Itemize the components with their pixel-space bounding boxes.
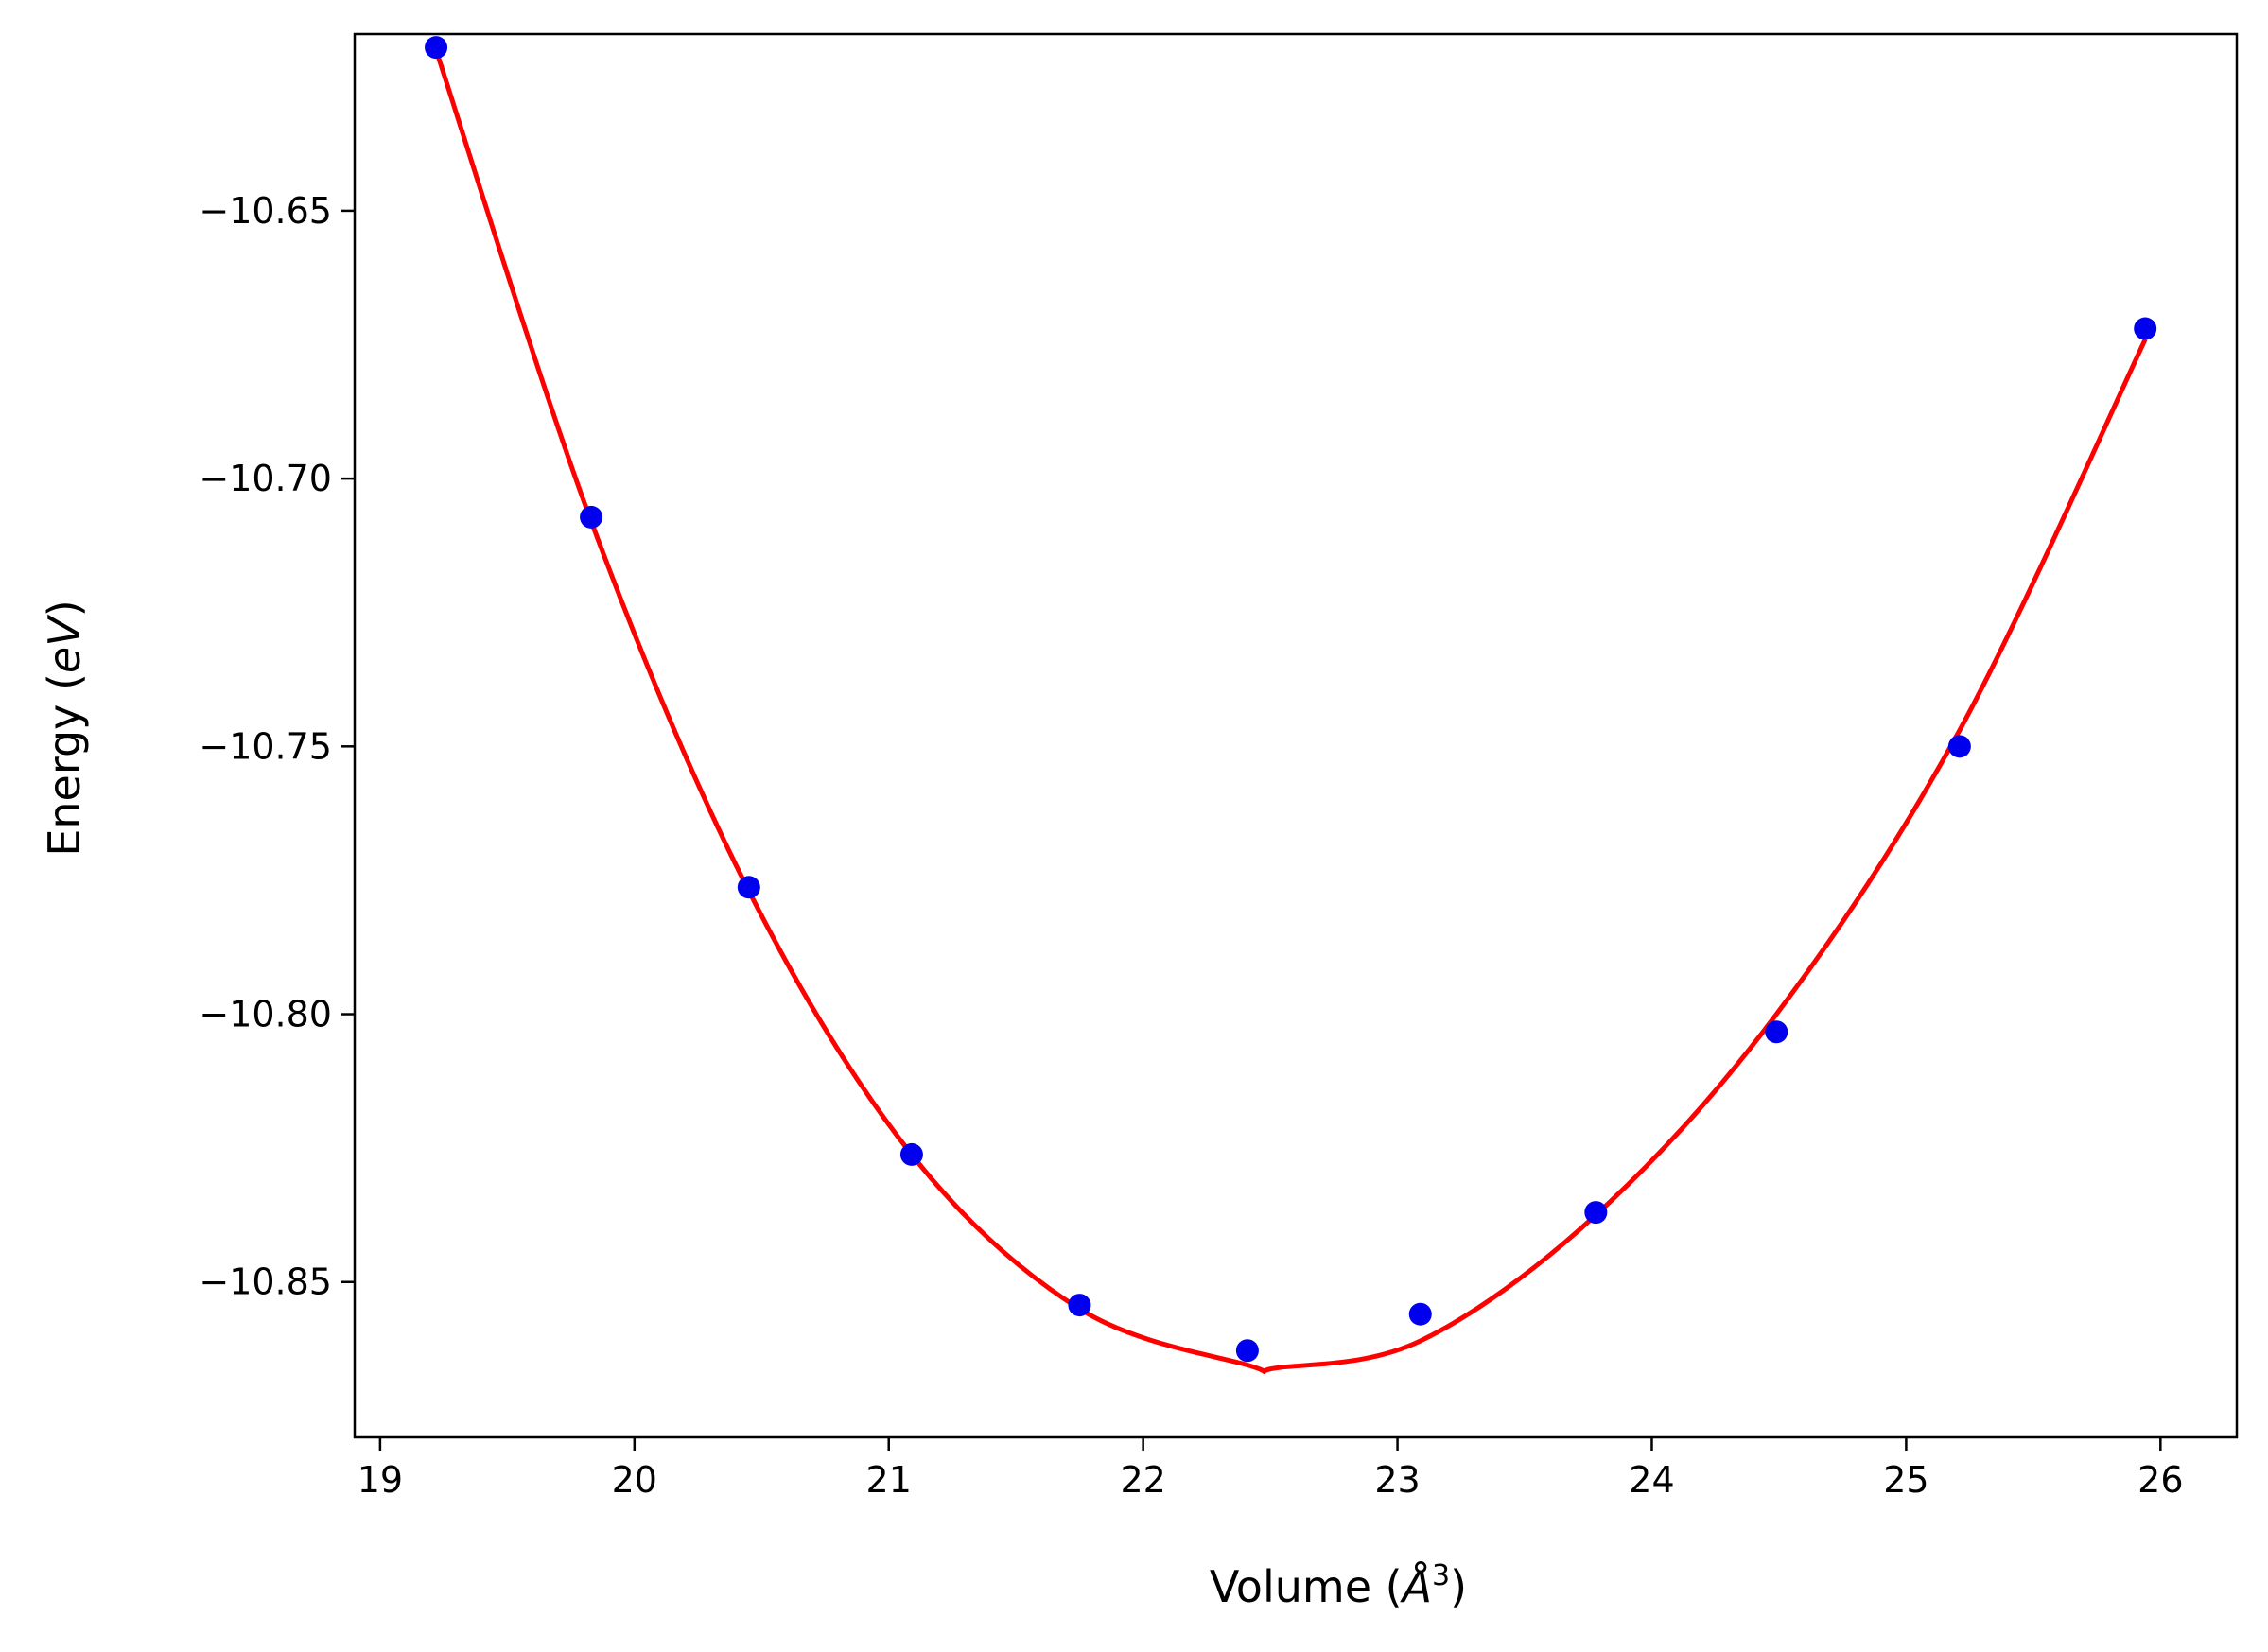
x-axis-label: Volume (Å3) [1210,1559,1467,1612]
plot-area [425,36,2157,1374]
x-axis-unit-exponent: 3 [1432,1559,1450,1592]
x-tick-label: 24 [1629,1459,1674,1501]
data-point [1235,1339,1259,1363]
y-axis-label-text: Energy [39,704,90,857]
data-point [2134,317,2157,340]
x-tick-label: 22 [1120,1459,1165,1501]
data-point [1408,1302,1432,1326]
data-point [899,1142,923,1166]
x-tick-label: 23 [1374,1459,1420,1501]
data-point [1765,1020,1788,1044]
y-axis-label: Energy (eV) [39,600,90,856]
x-tick-label: 19 [358,1459,403,1501]
data-point [1584,1201,1608,1225]
y-tick-label: −10.65 [199,190,332,232]
data-point [737,876,760,899]
x-tick-label: 20 [612,1459,657,1501]
plot-frame [353,32,2239,1439]
y-tick-label: −10.80 [199,994,332,1035]
x-tick-label: 21 [866,1459,912,1501]
data-point [1947,735,1971,758]
x-tick-label: 26 [2137,1459,2183,1501]
x-tick-label: 25 [1883,1459,1928,1501]
data-point [1068,1294,1091,1317]
fit-curve [433,49,2148,1374]
x-axis-unit-symbol: Å [1400,1561,1432,1612]
x-axis: 19 20 21 22 23 24 25 26 [358,1437,2184,1501]
data-point [580,505,603,529]
y-axis: −10.65 −10.70 −10.75 −10.80 −10.85 [199,190,355,1303]
data-point [425,36,448,60]
y-tick-label: −10.70 [199,458,332,499]
x-axis-label-text: Volume [1210,1561,1371,1612]
y-tick-label: −10.75 [199,725,332,767]
y-tick-label: −10.85 [199,1261,332,1303]
y-axis-unit: eV [39,614,90,673]
